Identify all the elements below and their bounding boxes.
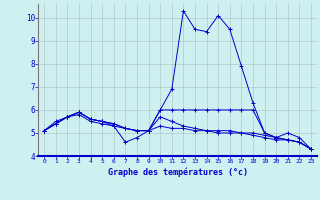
X-axis label: Graphe des températures (°c): Graphe des températures (°c)	[108, 167, 248, 177]
